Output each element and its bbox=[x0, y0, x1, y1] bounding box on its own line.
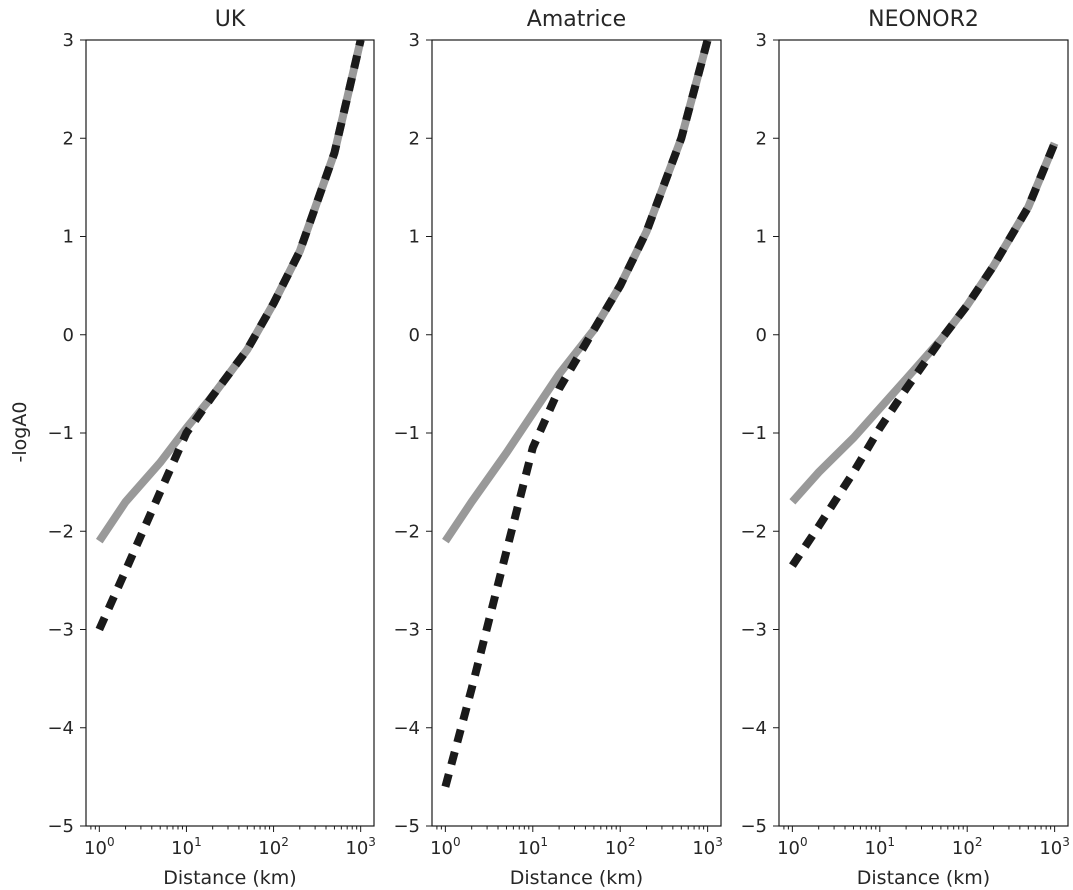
y-tick-label: −5 bbox=[393, 816, 420, 837]
x-tick-label: 101 bbox=[518, 835, 549, 859]
x-axis-label: Distance (km) bbox=[857, 867, 990, 889]
x-tick-label: 101 bbox=[171, 835, 202, 859]
series-line-dashed bbox=[789, 141, 1059, 568]
series-line-dashed bbox=[441, 40, 712, 788]
y-tick-label: −4 bbox=[393, 718, 420, 739]
y-tick-label: −2 bbox=[393, 521, 420, 542]
x-axis-label: Distance (km) bbox=[510, 867, 643, 889]
y-tick-label: 3 bbox=[756, 30, 767, 51]
y-axis-label: -logA0 bbox=[9, 402, 31, 463]
y-tick-label: 0 bbox=[756, 325, 767, 346]
y-tick-label: 3 bbox=[63, 30, 74, 51]
y-tick-label: −5 bbox=[47, 816, 74, 837]
series-line-solid bbox=[789, 141, 1059, 505]
series-line-solid bbox=[95, 40, 365, 544]
y-tick-label: 0 bbox=[63, 325, 74, 346]
panel-1: −5 −4 −3 −2 −1 0 1 2 3 100 101 102 103 Amatrice Distan… bbox=[393, 7, 722, 889]
series-line-dashed bbox=[95, 40, 365, 632]
y-tick-label: −1 bbox=[393, 423, 420, 444]
series-line-solid bbox=[442, 40, 712, 544]
x-tick-label: 100 bbox=[84, 835, 115, 859]
x-tick-label: 100 bbox=[430, 835, 461, 859]
x-tick-label: 103 bbox=[1039, 835, 1070, 859]
y-tick-label: 2 bbox=[409, 128, 420, 149]
y-tick-label: 1 bbox=[756, 227, 767, 248]
x-tick-label: 103 bbox=[345, 835, 376, 859]
y-tick-label: 3 bbox=[409, 30, 420, 51]
panel-title: UK bbox=[215, 7, 246, 32]
x-tick-label: 101 bbox=[865, 835, 896, 859]
x-tick-label: 102 bbox=[605, 835, 636, 859]
panel-2: −5 −4 −3 −2 −1 0 1 2 3 100 101 102 103 NEONOR2 Distanc… bbox=[740, 7, 1069, 889]
x-tick-label: 102 bbox=[258, 835, 289, 859]
y-tick-label: −1 bbox=[47, 423, 74, 444]
panel-0: −5 −4 −3 −2 −1 0 1 2 3 100 101 102 103 UK Distance (km… bbox=[47, 7, 375, 889]
y-tick-label: −4 bbox=[47, 718, 74, 739]
panel-title: NEONOR2 bbox=[868, 7, 979, 32]
axes-frame bbox=[778, 39, 1069, 827]
y-tick-label: 1 bbox=[409, 227, 420, 248]
x-tick-label: 102 bbox=[952, 835, 983, 859]
y-tick-label: −4 bbox=[740, 718, 767, 739]
y-tick-label: 0 bbox=[409, 325, 420, 346]
y-tick-label: −2 bbox=[47, 521, 74, 542]
y-tick-label: −2 bbox=[740, 521, 767, 542]
y-tick-label: −3 bbox=[393, 620, 420, 641]
y-tick-label: −5 bbox=[740, 816, 767, 837]
y-tick-label: 2 bbox=[63, 128, 74, 149]
x-tick-label: 103 bbox=[692, 835, 723, 859]
y-tick-label: −3 bbox=[47, 620, 74, 641]
y-tick-label: −3 bbox=[740, 620, 767, 641]
panel-title: Amatrice bbox=[527, 7, 626, 32]
x-tick-label: 100 bbox=[777, 835, 808, 859]
y-tick-label: −1 bbox=[740, 423, 767, 444]
x-axis-label: Distance (km) bbox=[163, 867, 296, 889]
y-tick-label: 2 bbox=[756, 128, 767, 149]
y-tick-label: 1 bbox=[63, 227, 74, 248]
